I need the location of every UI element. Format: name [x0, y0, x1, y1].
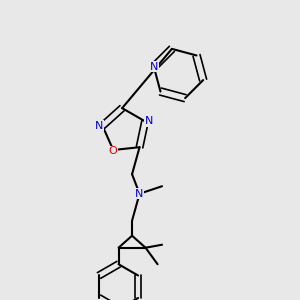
- Text: N: N: [135, 189, 144, 199]
- Text: O: O: [109, 146, 118, 157]
- Text: N: N: [150, 62, 158, 72]
- Text: N: N: [95, 121, 103, 131]
- Text: N: N: [145, 116, 153, 126]
